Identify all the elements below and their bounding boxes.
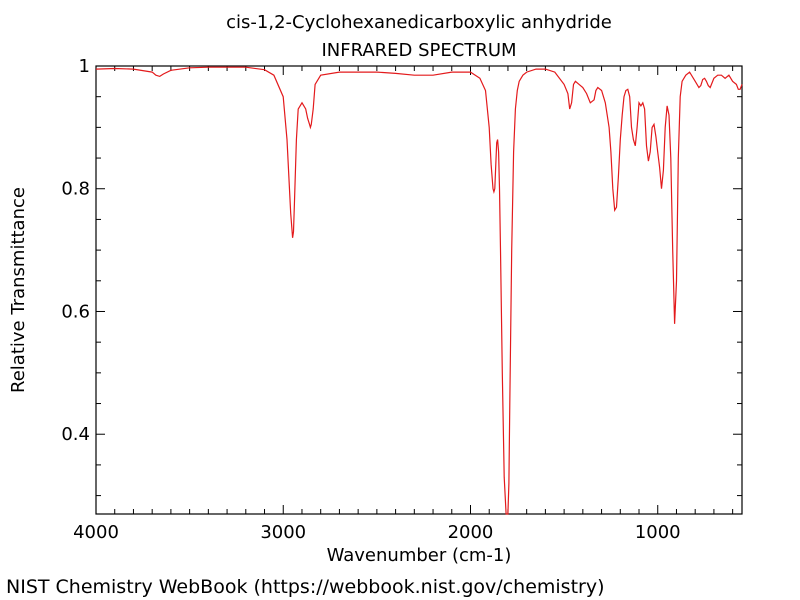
- y-tick-label: 1: [79, 56, 90, 77]
- x-tick-label: 3000: [260, 522, 306, 543]
- y-axis-label: Relative Transmittance: [8, 187, 29, 393]
- y-tick-label: 0.6: [61, 301, 90, 322]
- source-credit: NIST Chemistry WebBook (https://webbook.…: [6, 576, 605, 598]
- y-axis: 0.4 0.6 0.8 1: [61, 56, 742, 497]
- spectrum-line: [95, 66, 743, 515]
- x-axis-label: Wavenumber (cm-1): [327, 545, 512, 566]
- chart-title: cis-1,2-Cyclohexanedicarboxylic anhydrid…: [226, 12, 612, 33]
- y-tick-label: 0.4: [61, 424, 90, 445]
- plot-frame: [95, 65, 743, 515]
- y-tick-label: 0.8: [61, 179, 90, 200]
- chart-subtitle: INFRARED SPECTRUM: [321, 40, 516, 61]
- x-tick-label: 1000: [635, 522, 681, 543]
- x-tick-label: 4000: [73, 522, 119, 543]
- x-tick-label: 2000: [448, 522, 494, 543]
- plot-border: [95, 65, 743, 515]
- x-axis: 4000 3000 2000 1000: [73, 66, 734, 543]
